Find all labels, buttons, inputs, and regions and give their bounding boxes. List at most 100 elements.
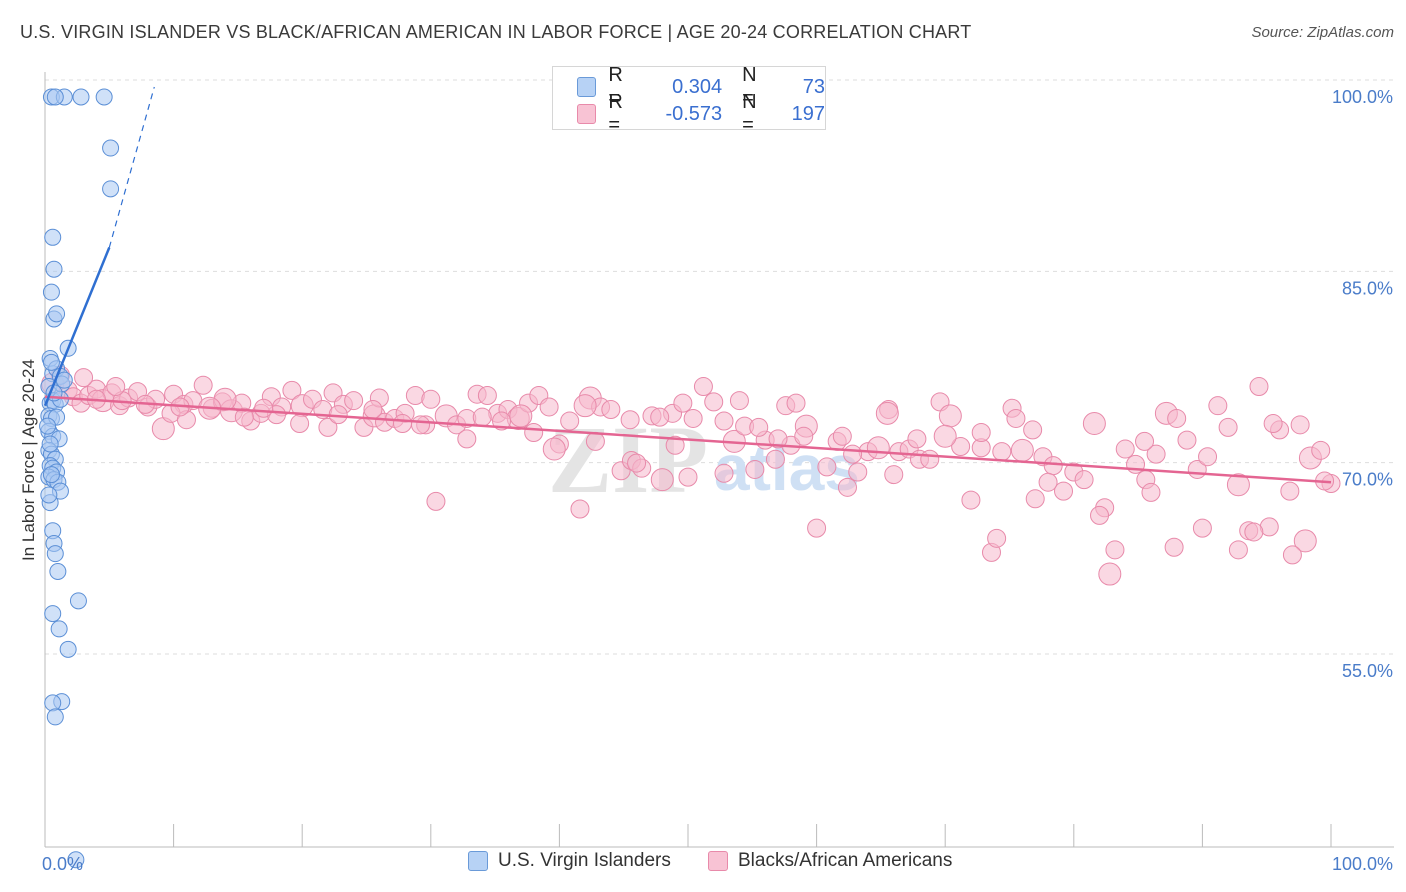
data-point-pink xyxy=(933,424,957,448)
data-point-blue xyxy=(69,592,87,610)
data-point-pink xyxy=(786,393,806,413)
data-point-blue xyxy=(42,283,60,301)
data-point-pink xyxy=(1082,412,1106,436)
data-point-pink xyxy=(542,437,566,461)
data-point-pink xyxy=(951,437,971,457)
y-axis-label: In Labor Force | Age 20-24 xyxy=(19,359,38,561)
data-point-pink xyxy=(1282,545,1302,565)
data-point-pink xyxy=(1098,562,1122,586)
data-point-pink xyxy=(843,444,863,464)
trend-line-blue-extension xyxy=(108,86,155,248)
data-point-pink xyxy=(1218,417,1238,437)
data-point-pink xyxy=(421,389,441,409)
data-point-blue xyxy=(95,88,113,106)
data-point-blue xyxy=(42,466,60,484)
data-point-pink xyxy=(570,499,590,519)
legend-n-label: N = xyxy=(742,91,757,136)
data-point-pink xyxy=(1146,444,1166,464)
data-point-pink xyxy=(1038,472,1058,492)
data-point-pink xyxy=(817,457,837,477)
data-point-pink xyxy=(971,422,991,442)
data-point-blue xyxy=(48,305,66,323)
legend-swatch-pink xyxy=(708,851,728,871)
legend-item-blue: U.S. Virgin Islanders xyxy=(468,850,671,872)
legend-n-blue: 73 xyxy=(802,75,825,98)
data-point-pink xyxy=(1293,529,1317,553)
data-point-pink xyxy=(714,411,734,431)
data-point-pink xyxy=(1141,482,1161,502)
data-point-pink xyxy=(745,459,765,479)
data-point-pink xyxy=(650,468,674,492)
data-point-pink xyxy=(938,404,962,428)
data-point-pink xyxy=(1263,414,1283,434)
data-point-pink xyxy=(794,426,814,446)
data-point-blue xyxy=(44,228,62,246)
x-tick-label: 100.0% xyxy=(1332,854,1393,874)
data-point-pink xyxy=(678,467,698,487)
data-point-pink xyxy=(620,410,640,430)
bottom-legend: U.S. Virgin Islanders Blacks/African Ame… xyxy=(0,850,1406,880)
legend-r-label: R = xyxy=(608,64,623,109)
data-point-pink xyxy=(539,397,559,417)
chart-title: U.S. VIRGIN ISLANDER VS BLACK/AFRICAN AM… xyxy=(20,22,972,42)
data-point-pink xyxy=(106,377,126,397)
legend-r-label: R = xyxy=(608,91,623,136)
data-point-pink xyxy=(1043,456,1063,476)
data-point-pink xyxy=(866,436,890,460)
data-point-pink xyxy=(875,401,899,425)
data-point-pink xyxy=(411,415,431,435)
data-point-pink xyxy=(509,404,533,428)
trend-line-blue xyxy=(43,247,111,407)
data-point-pink xyxy=(344,391,364,411)
data-point-pink xyxy=(1244,522,1264,542)
data-point-pink xyxy=(1135,431,1155,451)
data-point-blue xyxy=(49,563,67,581)
data-point-pink xyxy=(426,491,446,511)
data-point-blue xyxy=(41,435,59,453)
legend-swatch-pink xyxy=(577,104,597,124)
legend-label-blue: U.S. Virgin Islanders xyxy=(498,850,671,871)
data-point-blue xyxy=(102,180,120,198)
data-point-pink xyxy=(665,435,685,455)
data-point-pink xyxy=(524,422,544,442)
data-point-blue xyxy=(67,851,85,869)
data-point-pink xyxy=(832,426,852,446)
data-point-pink xyxy=(837,477,857,497)
data-point-pink xyxy=(1023,420,1043,440)
y-tick-label: 100.0% xyxy=(1332,87,1393,107)
data-point-pink xyxy=(987,528,1007,548)
data-point-pink xyxy=(1198,447,1218,467)
data-point-pink xyxy=(1006,408,1026,428)
data-point-pink xyxy=(477,385,497,405)
data-point-blue xyxy=(40,486,58,504)
y-tick-label: 85.0% xyxy=(1342,278,1393,298)
y-tick-label: 55.0% xyxy=(1342,661,1393,681)
data-point-blue xyxy=(46,708,64,726)
data-point-pink xyxy=(1280,481,1300,501)
data-point-pink xyxy=(1054,481,1074,501)
data-point-pink xyxy=(992,442,1012,462)
legend-row-pink: R = -0.573 N = 197 xyxy=(577,91,825,136)
data-point-pink xyxy=(961,490,981,510)
data-point-pink xyxy=(234,407,254,427)
data-point-blue xyxy=(72,88,90,106)
data-point-pink xyxy=(1177,430,1197,450)
data-point-pink xyxy=(573,394,597,418)
data-point-pink xyxy=(1192,518,1212,538)
legend-swatch-blue xyxy=(577,77,597,97)
data-point-pink xyxy=(363,400,383,420)
data-point-blue xyxy=(46,88,64,106)
data-point-blue xyxy=(42,353,60,371)
data-point-blue xyxy=(45,260,63,278)
legend-r-pink: -0.573 xyxy=(665,102,723,125)
data-point-pink xyxy=(1290,415,1310,435)
trend-lines xyxy=(43,86,1332,484)
pink-series xyxy=(41,365,1341,586)
data-point-pink xyxy=(704,392,724,412)
data-point-pink xyxy=(1025,489,1045,509)
data-point-blue xyxy=(39,417,57,435)
data-point-pink xyxy=(807,518,827,538)
legend-label-pink: Blacks/African Americans xyxy=(738,850,953,871)
data-point-pink xyxy=(601,400,621,420)
